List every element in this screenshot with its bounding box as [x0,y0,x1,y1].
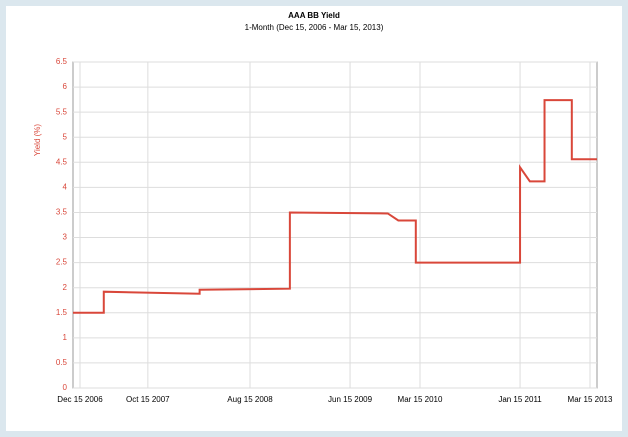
y-tick-label: 5.5 [56,107,68,116]
y-tick-label: 0.5 [56,358,68,367]
chart-title: AAA BB Yield [288,11,340,20]
y-tick-label: 3 [63,233,68,242]
y-tick-label: 6 [63,82,68,91]
chart-panel [6,6,622,431]
y-tick-label: 2.5 [56,258,68,267]
x-tick-label: Jan 15 2011 [498,395,542,404]
y-tick-label: 2 [63,283,68,292]
y-axis-label: Yield (%) [33,124,42,156]
x-tick-label: Oct 15 2007 [126,395,170,404]
chart-subtitle: 1-Month (Dec 15, 2006 - Mar 15, 2013) [245,23,384,32]
x-tick-label: Jun 15 2009 [328,395,373,404]
x-tick-label: Dec 15 2006 [57,395,103,404]
y-tick-label: 3.5 [56,208,68,217]
x-tick-label: Mar 15 2013 [568,395,613,404]
y-tick-label: 4 [63,182,68,191]
y-tick-label: 5 [63,132,68,141]
y-tick-label: 1 [63,333,68,342]
data-line [73,99,597,314]
y-tick-label: 0 [63,383,68,392]
x-tick-label: Mar 15 2010 [398,395,443,404]
x-tick-label: Aug 15 2008 [227,395,273,404]
y-tick-label: 1.5 [56,308,68,317]
y-tick-label: 6.5 [56,57,68,66]
y-tick-label: 4.5 [56,157,68,166]
